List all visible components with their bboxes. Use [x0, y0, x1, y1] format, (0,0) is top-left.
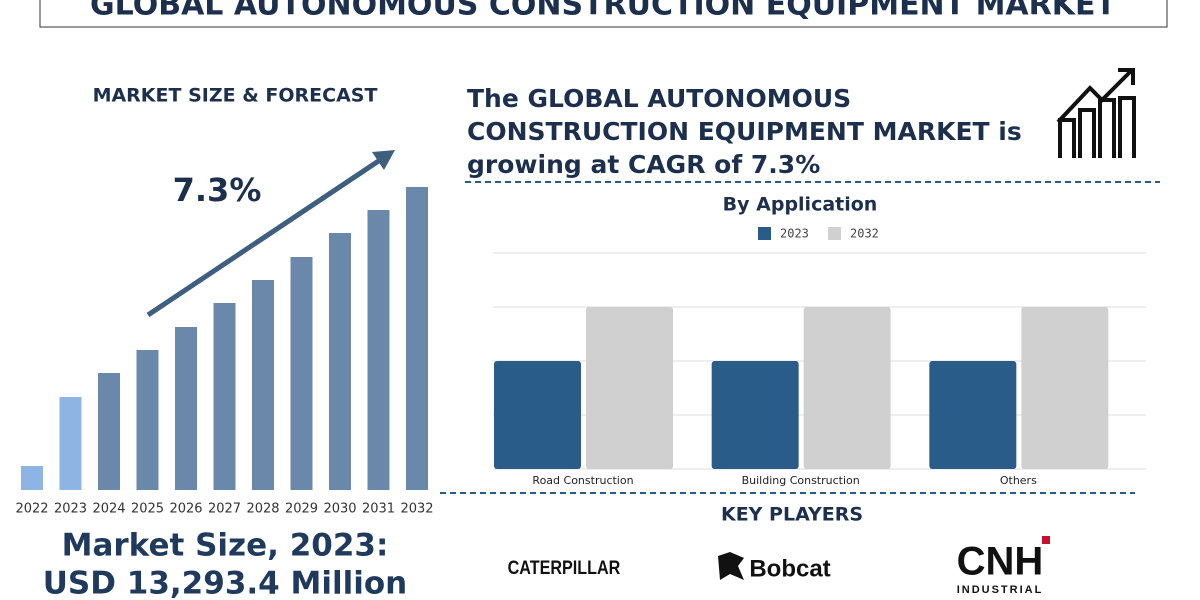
title: GLOBAL AUTONOMOUS CONSTRUCTION EQUIPMENT… [90, 0, 1116, 23]
legend-label: 2032 [850, 227, 879, 241]
headline: The GLOBAL AUTONOMOUS [467, 84, 851, 113]
arrow-head [372, 150, 395, 170]
market-size: Market Size, 2023: [62, 528, 389, 564]
x-tick-label: 2028 [246, 502, 279, 517]
logo: CNH [957, 540, 1044, 584]
bar [59, 397, 82, 490]
bar [136, 350, 159, 490]
bar [329, 233, 351, 490]
bar [367, 210, 390, 490]
bobcat-icon [718, 552, 744, 580]
x-tick-label: Building Construction [742, 474, 860, 487]
title-box [39, 0, 1168, 28]
legend-label: 2023 [780, 227, 809, 241]
growth-arrow [146, 157, 382, 318]
x-tick-label: 2031 [362, 502, 395, 517]
cagr-label: 7.3% [173, 171, 262, 209]
x-tick-label: 2030 [323, 502, 356, 517]
bar [586, 307, 673, 469]
bar [213, 303, 236, 490]
bar [929, 361, 1017, 469]
bar [252, 280, 274, 490]
bar [803, 307, 891, 469]
key-players-title: KEY PLAYERS [721, 504, 863, 526]
bar [98, 373, 120, 490]
x-tick-label: 2029 [285, 502, 318, 517]
headline: CONSTRUCTION EQUIPMENT MARKET is [467, 117, 1022, 146]
bar [494, 361, 581, 469]
logo: CATERPILLAR [508, 557, 621, 579]
logo: INDUSTRIAL [957, 584, 1044, 596]
logo: Bobcat [749, 555, 830, 582]
x-tick-label: 2022 [15, 502, 48, 517]
market-size: USD 13,293.4 Million [43, 566, 408, 600]
bar [1021, 307, 1109, 469]
bar [21, 466, 43, 490]
bar [290, 257, 313, 490]
left-heading: MARKET SIZE & FORECAST [93, 85, 378, 107]
x-tick-label: 2026 [169, 502, 202, 517]
legend-swatch [758, 227, 771, 240]
growth-icon [1056, 68, 1136, 158]
chart-title: By Application [723, 194, 878, 216]
bar [711, 361, 799, 469]
logo-accent [1042, 536, 1050, 544]
x-tick-label: Road Construction [532, 474, 633, 487]
legend-swatch [828, 227, 841, 240]
bar [406, 187, 428, 490]
x-tick-label: 2024 [92, 502, 125, 517]
bar [175, 327, 197, 490]
headline: growing at CAGR of 7.3% [467, 150, 820, 179]
x-tick-label: Others [1000, 474, 1037, 487]
x-tick-label: 2025 [131, 502, 164, 517]
x-tick-label: 2023 [54, 502, 87, 517]
x-tick-label: 2027 [208, 502, 241, 517]
x-tick-label: 2032 [400, 502, 433, 517]
